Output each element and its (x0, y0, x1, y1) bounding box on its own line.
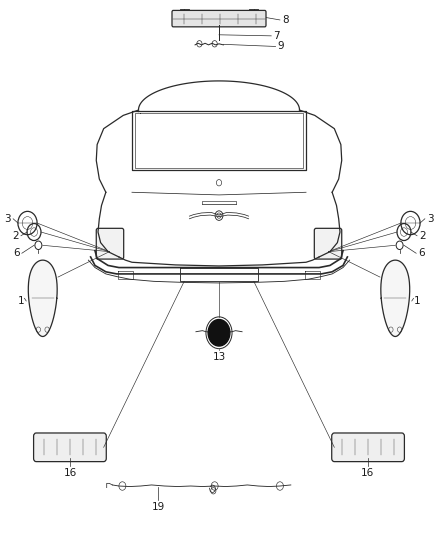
Text: 2: 2 (419, 231, 426, 241)
Text: 3: 3 (4, 214, 11, 224)
Polygon shape (28, 260, 57, 336)
Text: 1: 1 (414, 296, 420, 306)
FancyBboxPatch shape (96, 228, 124, 259)
Circle shape (208, 319, 230, 346)
FancyBboxPatch shape (172, 11, 266, 27)
Text: 19: 19 (152, 503, 165, 512)
Text: 7: 7 (273, 31, 280, 41)
Text: 6: 6 (13, 248, 20, 259)
FancyBboxPatch shape (34, 433, 106, 462)
Text: 16: 16 (64, 468, 77, 478)
Text: 8: 8 (282, 15, 289, 25)
FancyBboxPatch shape (314, 228, 342, 259)
Text: 3: 3 (427, 214, 434, 224)
Text: 16: 16 (361, 468, 374, 478)
Text: 6: 6 (418, 248, 425, 259)
Polygon shape (381, 260, 410, 336)
FancyBboxPatch shape (332, 433, 404, 462)
Text: 13: 13 (212, 352, 226, 362)
Text: 9: 9 (278, 42, 284, 52)
Text: 2: 2 (12, 231, 19, 241)
Text: 1: 1 (18, 296, 24, 306)
